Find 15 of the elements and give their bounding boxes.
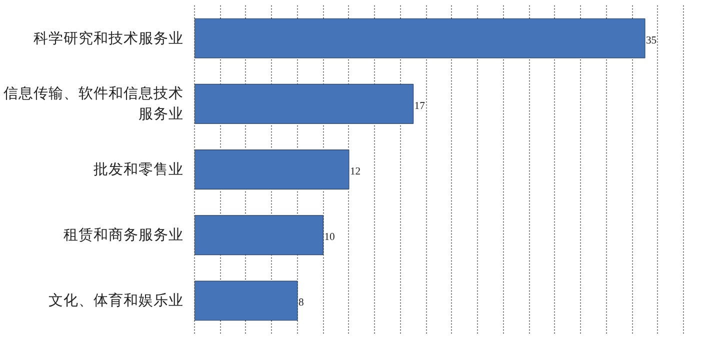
data-label: 8 (298, 298, 304, 309)
data-label: 17 (414, 100, 426, 112)
bar (194, 150, 350, 190)
bar (194, 280, 298, 321)
bar (194, 84, 414, 124)
y-tick-label: 批发和零售业 (94, 161, 184, 178)
bar (194, 215, 324, 256)
data-label: 10 (324, 232, 335, 244)
data-label: 12 (350, 166, 361, 178)
y-tick-label: 信息传输、软件和信息技术服务业 (4, 85, 184, 123)
y-tick-label: 租赁和商务服务业 (64, 226, 184, 244)
y-tick-label: 科学研究和技术服务业 (34, 30, 184, 47)
data-label: 35 (646, 35, 657, 46)
bar (194, 18, 646, 58)
y-tick-label: 文化、体育和娱乐业 (48, 292, 184, 310)
